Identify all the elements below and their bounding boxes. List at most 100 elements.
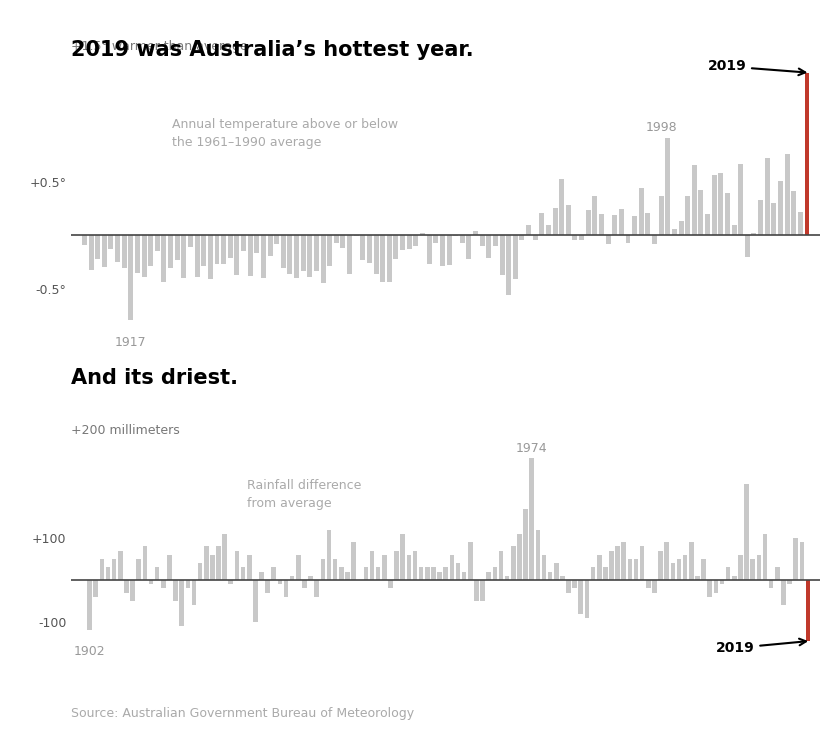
Bar — [599, 214, 604, 236]
Text: Annual temperature above or below
the 1961–1990 average: Annual temperature above or below the 19… — [172, 118, 398, 149]
Bar — [553, 563, 558, 580]
Bar — [498, 551, 502, 580]
Bar — [504, 576, 509, 580]
Bar — [651, 236, 656, 244]
Bar — [278, 580, 282, 584]
Bar — [265, 580, 270, 592]
Bar — [130, 580, 135, 601]
Bar — [783, 154, 788, 236]
Bar — [579, 236, 584, 240]
Bar — [274, 236, 279, 244]
Bar — [221, 236, 226, 264]
Bar — [744, 236, 749, 257]
Bar — [790, 191, 795, 236]
Bar — [777, 181, 782, 236]
Bar — [109, 236, 113, 250]
Text: 2019: 2019 — [706, 60, 804, 75]
Bar — [155, 236, 160, 252]
Bar — [124, 580, 129, 592]
Bar — [259, 572, 263, 580]
Bar — [552, 208, 557, 236]
Bar — [638, 188, 643, 236]
Bar — [486, 572, 491, 580]
Bar — [314, 236, 319, 271]
Bar — [412, 551, 417, 580]
Bar — [757, 200, 762, 236]
Bar — [210, 555, 214, 580]
Bar — [585, 210, 590, 236]
Bar — [793, 538, 797, 580]
Bar — [624, 236, 630, 243]
Bar — [247, 555, 251, 580]
Bar — [293, 236, 298, 278]
Bar — [664, 542, 668, 580]
Bar — [413, 236, 418, 246]
Bar — [578, 580, 583, 614]
Bar — [443, 567, 447, 580]
Bar — [370, 551, 374, 580]
Bar — [340, 236, 345, 248]
Bar — [697, 191, 702, 236]
Bar — [620, 542, 625, 580]
Bar — [541, 555, 546, 580]
Bar — [149, 580, 153, 584]
Bar — [455, 563, 460, 580]
Bar — [148, 236, 153, 266]
Bar — [121, 236, 126, 269]
Bar — [751, 233, 756, 236]
Text: 1902: 1902 — [74, 645, 105, 658]
Bar — [188, 236, 193, 247]
Bar — [756, 555, 760, 580]
Bar — [128, 236, 133, 319]
Bar — [393, 236, 398, 259]
Text: 2019 was Australia’s hottest year.: 2019 was Australia’s hottest year. — [71, 40, 473, 60]
Text: 1998: 1998 — [645, 121, 676, 134]
Bar — [780, 580, 785, 605]
Bar — [768, 580, 772, 589]
Bar — [467, 542, 472, 580]
Bar — [300, 236, 305, 271]
Bar — [373, 236, 378, 274]
Bar — [676, 559, 681, 580]
Bar — [459, 236, 464, 243]
Bar — [418, 567, 423, 580]
Bar — [360, 236, 364, 260]
Bar — [695, 576, 699, 580]
Bar — [333, 559, 337, 580]
Bar — [704, 214, 709, 236]
Bar — [701, 559, 705, 580]
Bar — [609, 551, 613, 580]
Bar — [302, 580, 307, 589]
Bar — [572, 236, 577, 240]
Bar — [682, 555, 686, 580]
Bar — [268, 236, 273, 255]
Bar — [771, 203, 776, 236]
Bar — [433, 236, 438, 243]
Bar — [197, 563, 202, 580]
Bar — [436, 572, 441, 580]
Bar — [805, 580, 809, 641]
Bar — [216, 546, 221, 580]
Bar — [691, 165, 696, 236]
Bar — [519, 236, 524, 240]
Bar — [155, 567, 159, 580]
Bar — [296, 555, 300, 580]
Text: +1.5° warmer than average: +1.5° warmer than average — [71, 40, 247, 53]
Bar — [627, 559, 631, 580]
Bar — [510, 546, 515, 580]
Bar — [743, 484, 748, 580]
Bar — [611, 215, 616, 236]
Bar — [168, 236, 173, 269]
Bar — [446, 236, 451, 265]
Bar — [803, 73, 808, 236]
Bar — [254, 236, 259, 253]
Bar — [535, 530, 539, 580]
Bar — [400, 236, 405, 250]
Bar — [797, 212, 802, 236]
Bar — [118, 551, 122, 580]
Bar — [420, 233, 425, 236]
Bar — [596, 555, 601, 580]
Bar — [711, 175, 716, 236]
Bar — [195, 236, 199, 277]
Bar — [307, 236, 312, 277]
